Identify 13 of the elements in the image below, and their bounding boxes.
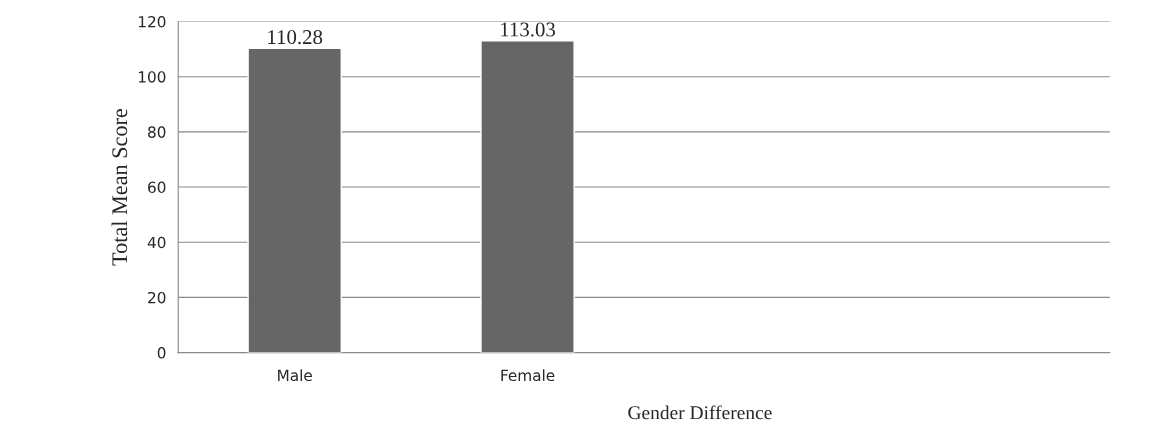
y-tick-label: 120 — [138, 15, 166, 28]
y-tick-label: 100 — [138, 71, 166, 83]
y-tick-label: 60 — [148, 181, 166, 194]
y-tick-label: 0 — [157, 347, 166, 359]
data-label: 110.28 — [268, 30, 323, 45]
y-axis-title: Total Mean Score — [111, 109, 128, 266]
x-axis-title: Gender Difference — [628, 405, 772, 420]
x-tick-label: Male — [278, 369, 312, 382]
y-tick-label: 80 — [148, 126, 166, 138]
y-tick-label: 20 — [148, 291, 166, 304]
data-label: 113.03 — [501, 22, 555, 37]
y-tick-label: 40 — [147, 236, 166, 249]
x-tick-label: Female — [501, 369, 555, 382]
